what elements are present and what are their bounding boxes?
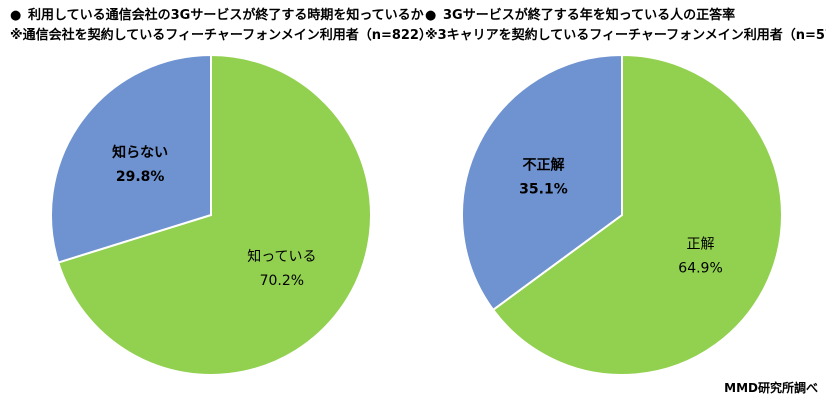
left-chart-title-line: ● 利用している通信会社の3Gサービスが終了する時期を知っているか bbox=[10, 6, 432, 26]
right-chart-subtitle: ※3キャリアを契約しているフィーチャーフォンメイン利用者（n=576） bbox=[425, 28, 826, 43]
left-title-bullet: ● bbox=[10, 8, 22, 23]
right-pie-value-label-1: 35.1% bbox=[519, 181, 568, 197]
left-pie-label-1: 知らない bbox=[112, 144, 168, 161]
right-chart-title: 3Gサービスが終了する年を知っている人の正答率 bbox=[443, 8, 736, 23]
right-pie-label-1: 不正解 bbox=[522, 156, 564, 173]
right-chart-header: ● 3Gサービスが終了する年を知っている人の正答率 ※3キャリアを契約しているフィ… bbox=[425, 6, 826, 46]
right-pie-slice-1 bbox=[461, 53, 623, 312]
left-pie-value-label-1: 29.8% bbox=[116, 169, 165, 185]
source-credit: MMD研究所調べ bbox=[724, 381, 818, 395]
right-title-bullet: ● bbox=[425, 8, 437, 23]
left-chart-title: 利用している通信会社の3Gサービスが終了する時期を知っているか bbox=[28, 8, 424, 23]
right-pie-value-label-0: 64.9% bbox=[678, 261, 722, 277]
left-chart-subtitle: ※通信会社を契約しているフィーチャーフォンメイン利用者（n=822） bbox=[10, 28, 432, 43]
left-pie-slice-1 bbox=[50, 53, 212, 264]
left-pie-value-label-0: 70.2% bbox=[260, 273, 304, 289]
right-pie-label-0: 正解 bbox=[687, 237, 715, 253]
left-pie-label-0: 知っている bbox=[247, 248, 316, 265]
left-chart-header: ● 利用している通信会社の3Gサービスが終了する時期を知っているか ※通信会社を契… bbox=[10, 6, 432, 46]
left-pie-slice-0 bbox=[56, 53, 372, 376]
right-chart-title-line: ● 3Gサービスが終了する年を知っている人の正答率 bbox=[425, 6, 826, 26]
right-pie-slice-0 bbox=[491, 53, 783, 376]
